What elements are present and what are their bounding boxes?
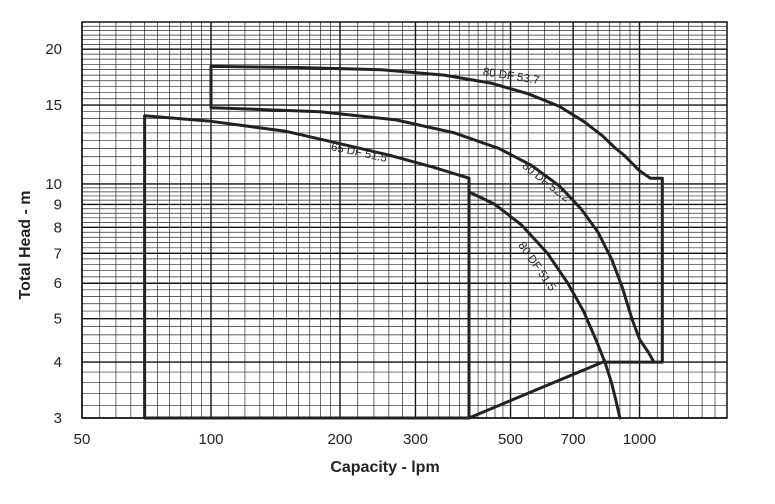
series-curves (143, 64, 664, 420)
y-tick-label: 6 (54, 275, 62, 292)
y-tick-label: 3 (54, 410, 62, 427)
series-line-3 (209, 106, 656, 364)
series-line-1 (143, 114, 471, 420)
series-line-2 (209, 64, 664, 420)
x-tick-label: 1000 (623, 431, 656, 448)
x-tick-label: 300 (403, 431, 428, 448)
y-tick-label: 4 (54, 354, 62, 371)
y-tick-label: 20 (45, 41, 62, 58)
y-tick-label: 7 (54, 245, 62, 262)
x-tick-label: 50 (74, 431, 91, 448)
y-tick-label: 15 (45, 97, 62, 114)
curve-label-2: 65 DF 51.5 (330, 141, 388, 165)
y-tick-label: 8 (54, 219, 62, 236)
tick-labels: 50 100 200 300 500 700 1000 3 4 5 6 7 8 9 10 15 20 (45, 41, 656, 448)
x-tick-label: 500 (498, 431, 523, 448)
y-tick-label: 10 (45, 176, 62, 193)
x-tick-label: 700 (561, 431, 586, 448)
x-tick-label: 100 (198, 431, 223, 448)
series-line-4 (467, 190, 622, 420)
y-axis-title: Total Head - m (17, 190, 34, 299)
y-tick-label: 9 (54, 196, 62, 213)
grid-lines (81, 21, 728, 419)
y-tick-label: 5 (54, 311, 62, 328)
curve-labels: 80 DF 53.765 DF 51.580 DF 52.280 DF 51.5 (330, 66, 572, 293)
curve-label-3: 80 DF 52.2 (520, 160, 572, 204)
x-tick-label: 200 (327, 431, 352, 448)
x-axis-title: Capacity - lpm (330, 459, 439, 476)
